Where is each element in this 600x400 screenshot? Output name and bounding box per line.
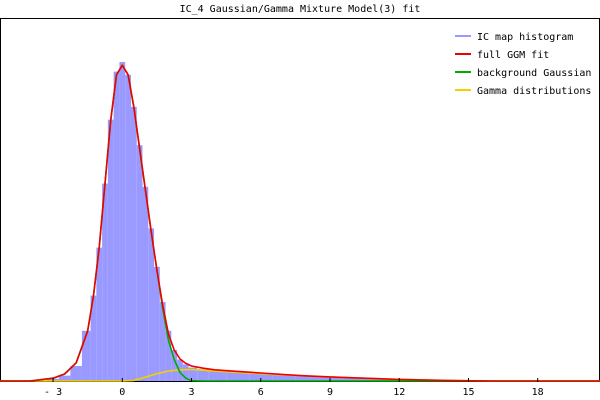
legend-item-background-label: background Gaussian — [477, 68, 591, 79]
histogram-bar — [341, 377, 377, 381]
legend-item-full-fit-label: full GGM fit — [477, 50, 549, 61]
x-tick-label: 12 — [393, 387, 405, 398]
histogram-bar — [249, 373, 273, 381]
chart-title: IC_4 Gaussian/Gamma Mixture Model(3) fit — [180, 4, 421, 15]
legend: IC map histogram full GGM fit background G… — [455, 32, 591, 97]
histogram-bar — [159, 302, 166, 381]
histogram-bar — [81, 330, 91, 381]
x-tick-label: 9 — [327, 387, 333, 398]
x-tick-label: - 3 — [44, 387, 62, 398]
x-tick-label: 15 — [462, 387, 474, 398]
histogram-bar — [90, 295, 97, 381]
histogram-bar — [197, 369, 209, 381]
histogram-bar — [154, 266, 160, 381]
legend-item-gamma-label: Gamma distributions — [477, 86, 591, 97]
x-tick-label: 18 — [532, 387, 544, 398]
histogram-bar — [96, 247, 103, 381]
histogram-bar — [113, 71, 120, 381]
histogram-bar — [165, 330, 172, 381]
histogram-bar — [102, 183, 108, 381]
histogram-bar — [295, 375, 319, 381]
legend-item-histogram-label: IC map histogram — [477, 32, 573, 43]
histogram-series — [47, 62, 515, 382]
plot-area: - 3 0 3 6 9 12 15 18 — [0, 18, 600, 398]
x-tick-label: 3 — [189, 387, 195, 398]
histogram-bar — [119, 62, 126, 381]
histogram-bar — [136, 145, 143, 381]
histogram-bar — [70, 366, 82, 381]
histogram-bar — [171, 350, 178, 381]
histogram-bar — [148, 228, 155, 381]
histogram-bar — [130, 106, 137, 382]
histogram-bar — [226, 372, 250, 381]
histogram-bar — [125, 74, 131, 382]
histogram-bar — [208, 370, 227, 381]
histogram-bar — [142, 186, 149, 381]
histogram-bar — [182, 364, 189, 381]
histogram-bar — [107, 119, 114, 381]
x-tick-label: 0 — [119, 387, 125, 398]
full-ggm-fit-line — [0, 64, 600, 382]
histogram-bar — [58, 375, 71, 381]
histogram-bar — [272, 374, 296, 381]
x-tick-label: 6 — [258, 387, 264, 398]
histogram-bar — [188, 367, 198, 381]
